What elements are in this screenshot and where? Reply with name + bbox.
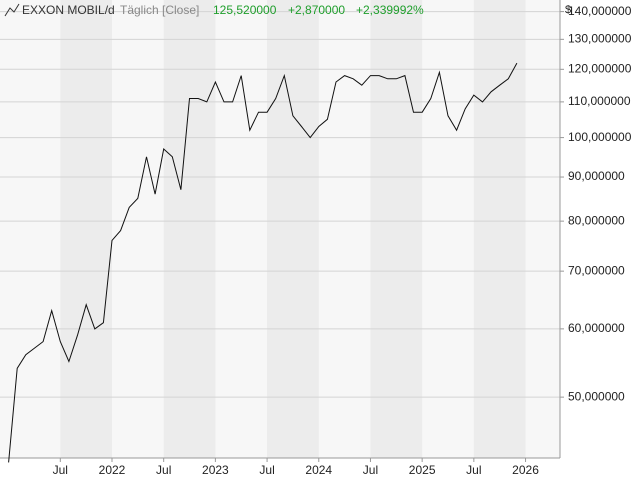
y-tick-label: 130,000000	[568, 32, 632, 46]
y-tick-label: 60,000000	[568, 321, 625, 335]
y-tick-label: 80,000000	[568, 213, 625, 227]
chart-subtitle: Täglich [Close]	[120, 3, 199, 17]
shaded-band	[370, 0, 423, 458]
x-tick-label: Jul	[259, 463, 274, 477]
change: +2,870000	[288, 3, 345, 17]
x-tick-label: 2024	[305, 463, 332, 477]
y-tick-label: 110,000000	[568, 94, 631, 108]
shaded-band	[163, 0, 216, 458]
last-value: 125,520000	[213, 3, 277, 17]
y-tick-label: 70,000000	[568, 263, 625, 277]
y-tick-label: 140,000000	[568, 4, 632, 18]
y-tick-label: 120,000000	[568, 61, 632, 75]
y-tick-label: 100,000000	[568, 130, 632, 144]
x-tick-label: Jul	[156, 463, 171, 477]
x-tick-label: 2023	[202, 463, 229, 477]
x-tick-label: 2022	[99, 463, 126, 477]
shaded-band	[473, 0, 526, 458]
series-icon	[4, 3, 20, 17]
x-tick-label: Jul	[53, 463, 68, 477]
x-tick-label: 2025	[409, 463, 436, 477]
price-line	[8, 62, 518, 463]
chart-title: EXXON MOBIL/d	[22, 3, 115, 17]
x-tick-label: 2026	[512, 463, 539, 477]
y-tick-label: 50,000000	[568, 389, 625, 403]
shaded-band	[267, 0, 319, 458]
x-tick-label: Jul	[363, 463, 378, 477]
y-unit: $	[565, 4, 571, 16]
y-tick-label: 90,000000	[568, 169, 625, 183]
x-tick-label: Jul	[466, 463, 481, 477]
shaded-band	[60, 0, 112, 458]
change-percent: +2,339992%	[356, 3, 424, 17]
